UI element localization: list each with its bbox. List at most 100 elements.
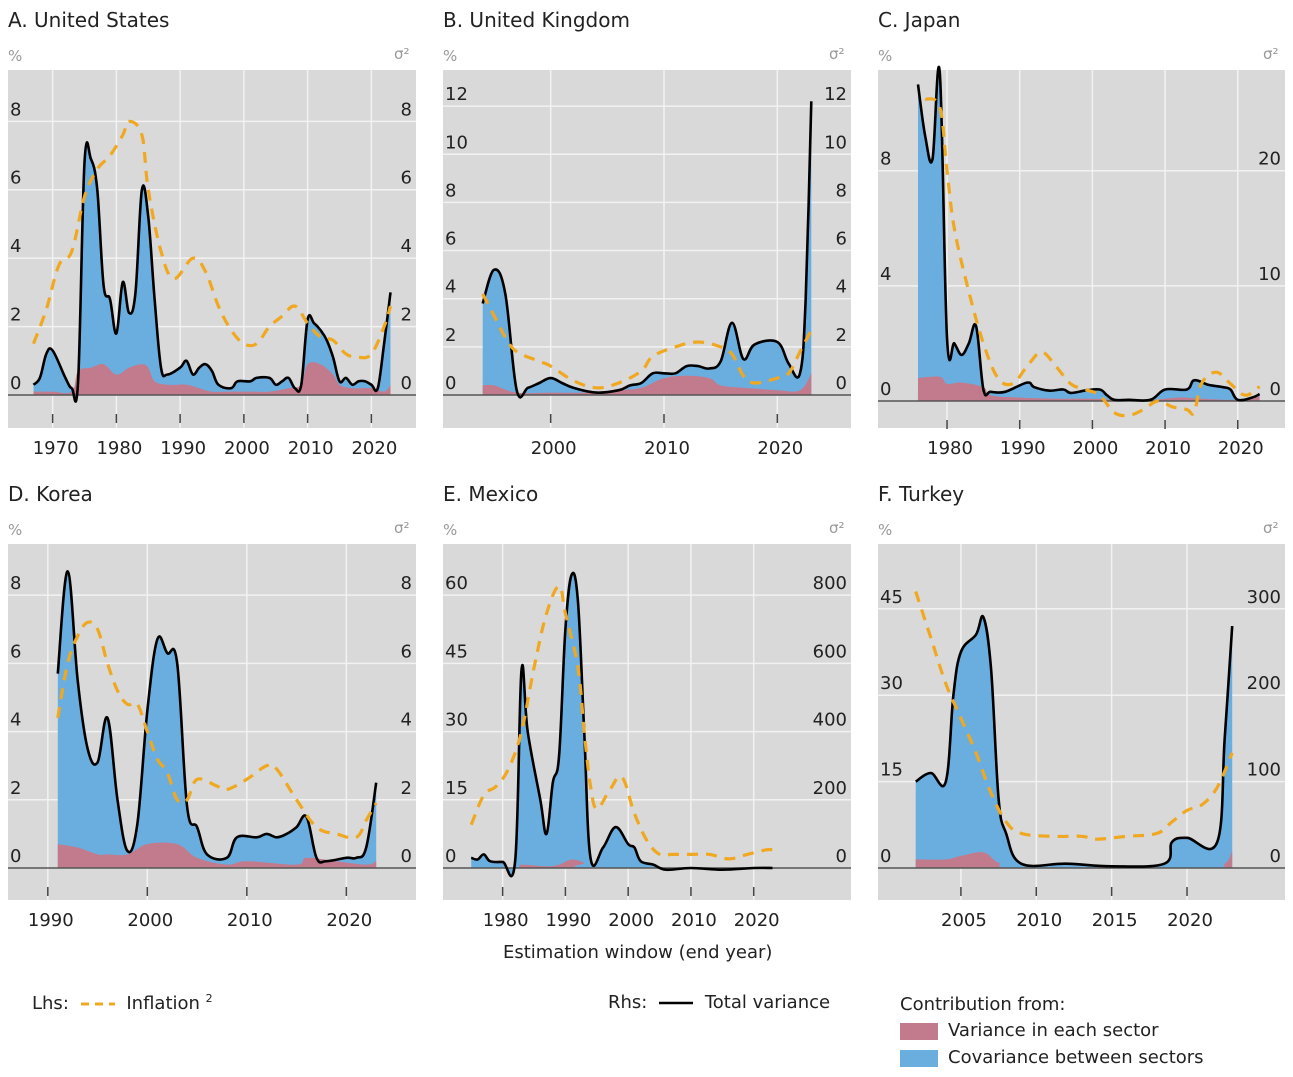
covariance-area (917, 66, 1260, 402)
lhs-tick-label: 30 (880, 673, 903, 694)
left-axis-unit: % (443, 521, 458, 539)
x-tick-label: 1990 (160, 438, 206, 459)
covariance-area (57, 571, 377, 868)
lhs-tick-label: 6 (10, 168, 21, 189)
rhs-tick-label: 8 (836, 180, 847, 201)
lhs-tick-label: 0 (445, 373, 456, 394)
rhs-tick-label: 800 (813, 573, 847, 594)
lhs-tick-label: 0 (445, 846, 456, 867)
x-tick-label: 1990 (1000, 438, 1046, 459)
legend-inflation-label: Inflation (126, 993, 200, 1014)
total-variance-line (470, 571, 773, 878)
x-tick-label: 2000 (531, 438, 577, 459)
inflation-line (31, 119, 393, 360)
rhs-tick-label: 6 (401, 168, 412, 189)
inflation-line (481, 293, 813, 390)
rhs-tick-label: 10 (824, 132, 847, 153)
rhs-tick-label: 2 (401, 778, 412, 799)
legend-inflation-footnote: 2 (205, 992, 213, 1005)
rhs-tick-label: 6 (401, 641, 412, 662)
x-tick-label: 2010 (227, 910, 273, 931)
sector-variance-area (57, 842, 377, 868)
x-tick-label: 2010 (1016, 910, 1062, 931)
x-tick-label: 1990 (28, 910, 74, 931)
inflation-line (56, 620, 378, 840)
x-tick-label: 2020 (326, 910, 372, 931)
legend-sector-variance-label: Variance in each sector (948, 1020, 1159, 1041)
rhs-tick-label: 4 (836, 277, 847, 298)
legend-rhs-prefix: Rhs: (608, 992, 648, 1013)
covariance-area (482, 101, 812, 398)
rhs-tick-label: 200 (1247, 673, 1281, 694)
x-tick-label: 1970 (33, 438, 79, 459)
lhs-tick-label: 4 (10, 710, 21, 731)
sector-variance-area (482, 373, 812, 395)
x-tick-label: 2020 (734, 910, 780, 931)
lhs-tick-label: 4 (880, 264, 891, 285)
dashed-line-swatch-icon (80, 1002, 115, 1006)
rhs-tick-label: 12 (824, 84, 847, 105)
rhs-tick-label: 300 (1247, 587, 1281, 608)
left-axis-unit: % (8, 521, 23, 539)
x-tick-label: 1980 (483, 910, 529, 931)
lhs-tick-label: 10 (445, 132, 468, 153)
left-axis-unit: % (8, 47, 23, 65)
rhs-tick-label: 2 (836, 325, 847, 346)
right-axis-unit: σ² (394, 45, 410, 63)
lhs-tick-label: 4 (445, 277, 456, 298)
lhs-tick-label: 2 (445, 325, 456, 346)
rhs-tick-label: 200 (813, 778, 847, 799)
legend-total-variance: Rhs: Total variance (608, 992, 830, 1013)
x-tick-label: 2015 (1092, 910, 1138, 931)
legend-covariance-label: Covariance between sectors (948, 1047, 1204, 1068)
lhs-tick-label: 45 (445, 641, 468, 662)
x-tick-label: 2020 (351, 438, 397, 459)
panel-title: E. Mexico (443, 482, 539, 506)
solid-line-swatch-icon (659, 1001, 694, 1005)
panel-title: B. United Kingdom (443, 8, 630, 32)
sector-variance-area (917, 376, 1260, 401)
panel-title: C. Japan (878, 8, 961, 32)
covariance-area (915, 616, 1233, 868)
legend-sector-variance: Variance in each sector (900, 1020, 1159, 1041)
lhs-tick-label: 60 (445, 573, 468, 594)
legend-inflation: Lhs: Inflation 2 (32, 992, 213, 1014)
right-axis-unit: σ² (1263, 45, 1279, 63)
lhs-tick-label: 8 (10, 99, 21, 120)
lhs-tick-label: 12 (445, 84, 468, 105)
total-variance-line (32, 141, 392, 403)
rhs-tick-label: 400 (813, 710, 847, 731)
rhs-tick-label: 0 (401, 373, 412, 394)
lhs-tick-label: 4 (10, 236, 21, 257)
lhs-tick-label: 0 (880, 846, 891, 867)
right-axis-unit: σ² (394, 519, 410, 537)
lhs-tick-label: 2 (10, 305, 21, 326)
x-tick-label: 2005 (941, 910, 987, 931)
sector-variance-area (915, 850, 1233, 869)
right-axis-unit: σ² (829, 519, 845, 537)
x-tick-label: 2000 (1072, 438, 1118, 459)
panel-title: F. Turkey (878, 482, 965, 506)
total-variance-line (914, 614, 1234, 868)
panel-title: D. Korea (8, 482, 93, 506)
legend-lhs-prefix: Lhs: (32, 993, 69, 1014)
x-tick-label: 1980 (927, 438, 973, 459)
lhs-tick-label: 45 (880, 587, 903, 608)
rhs-tick-label: 6 (836, 229, 847, 250)
inflation-line (924, 97, 1261, 418)
rhs-tick-label: 0 (1270, 379, 1281, 400)
x-tick-label: 2000 (127, 910, 173, 931)
total-variance-line (481, 101, 813, 399)
x-tick-label: 2000 (224, 438, 270, 459)
inflation-line (469, 584, 773, 861)
lhs-tick-label: 8 (445, 180, 456, 201)
lhs-tick-label: 30 (445, 710, 468, 731)
lhs-tick-label: 6 (445, 229, 456, 250)
inflation-line (914, 591, 1234, 841)
